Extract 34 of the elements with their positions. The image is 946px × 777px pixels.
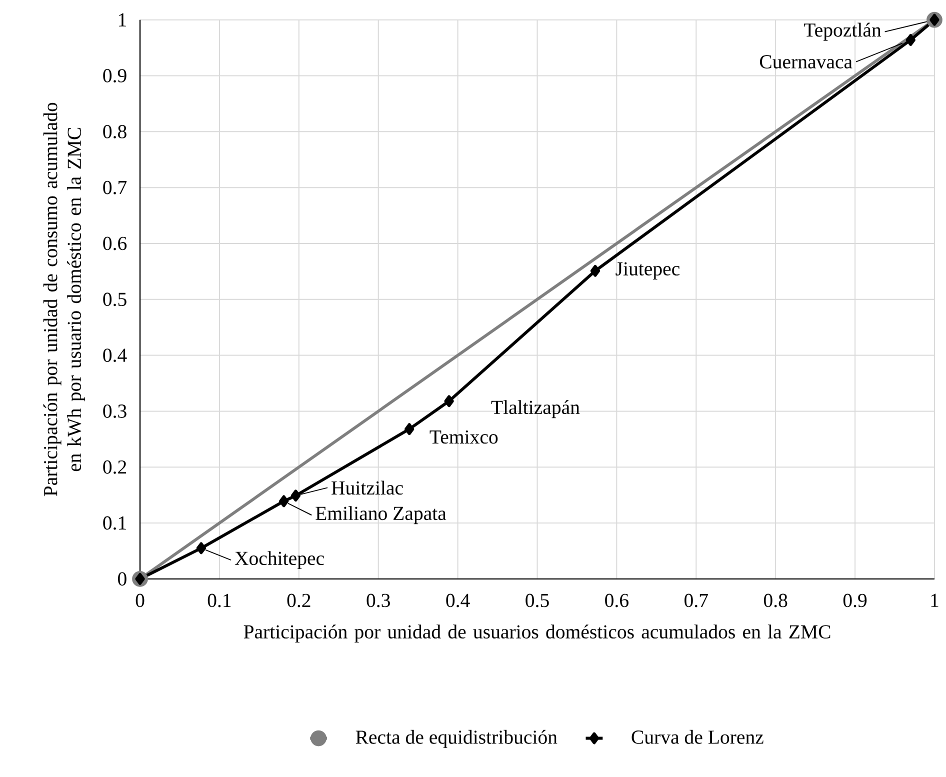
y-tick-label: 0 [118, 572, 126, 586]
annotation: Cuernavaca [760, 55, 852, 69]
x-tick-label: 0.5 [526, 594, 549, 608]
y-tick-label: 0.5 [103, 292, 126, 306]
annotation: Emiliano Zapata [316, 506, 446, 524]
legend-label: Curva de Lorenz [632, 730, 764, 744]
annotation: Temixco [430, 430, 498, 444]
y-tick-label: 0.8 [103, 125, 126, 139]
y-tick-label: 0.7 [103, 181, 127, 195]
annotation: Xochitepec [234, 551, 324, 570]
x-tick-label: 0.2 [287, 594, 310, 608]
x-tick-label: 0.8 [764, 594, 788, 608]
x-tick-label: 0.1 [208, 594, 231, 608]
y-tick-label: 0.6 [103, 236, 127, 250]
annotation: Jiutepec [616, 262, 680, 280]
annotation: Huitzilac [332, 480, 403, 495]
y-tick-label: 0.2 [103, 460, 126, 474]
y-tick-label: 0.4 [103, 348, 127, 362]
x-tick-label: 0.6 [605, 594, 628, 608]
x-tick-label: 0.7 [684, 594, 708, 608]
y-tick-label: 0.9 [103, 69, 126, 83]
y-tick-label: 0.3 [103, 404, 126, 418]
x-tick-label: 0.4 [446, 594, 470, 608]
y-tick-label: 1 [118, 14, 126, 27]
legend-label: Recta de equidistribución [356, 730, 558, 748]
x-tick-label: 0 [136, 594, 144, 608]
y-tick-label: 0.1 [103, 516, 126, 530]
annotation: Tlaltizapán [491, 400, 580, 418]
x-tick-label: 0.9 [843, 594, 867, 608]
x-tick-label: 0.3 [366, 594, 390, 608]
x-axis-title: Participación por unidad de usuarios domésticos acumulados en la ZMC [244, 624, 830, 643]
annotation: Tepoztlán [804, 22, 882, 41]
y-axis-title: Participación por unidad de consumo acumulado en kWh por usuario doméstico en la ZMC [43, 103, 86, 496]
x-tick-label: 1 [931, 594, 938, 608]
